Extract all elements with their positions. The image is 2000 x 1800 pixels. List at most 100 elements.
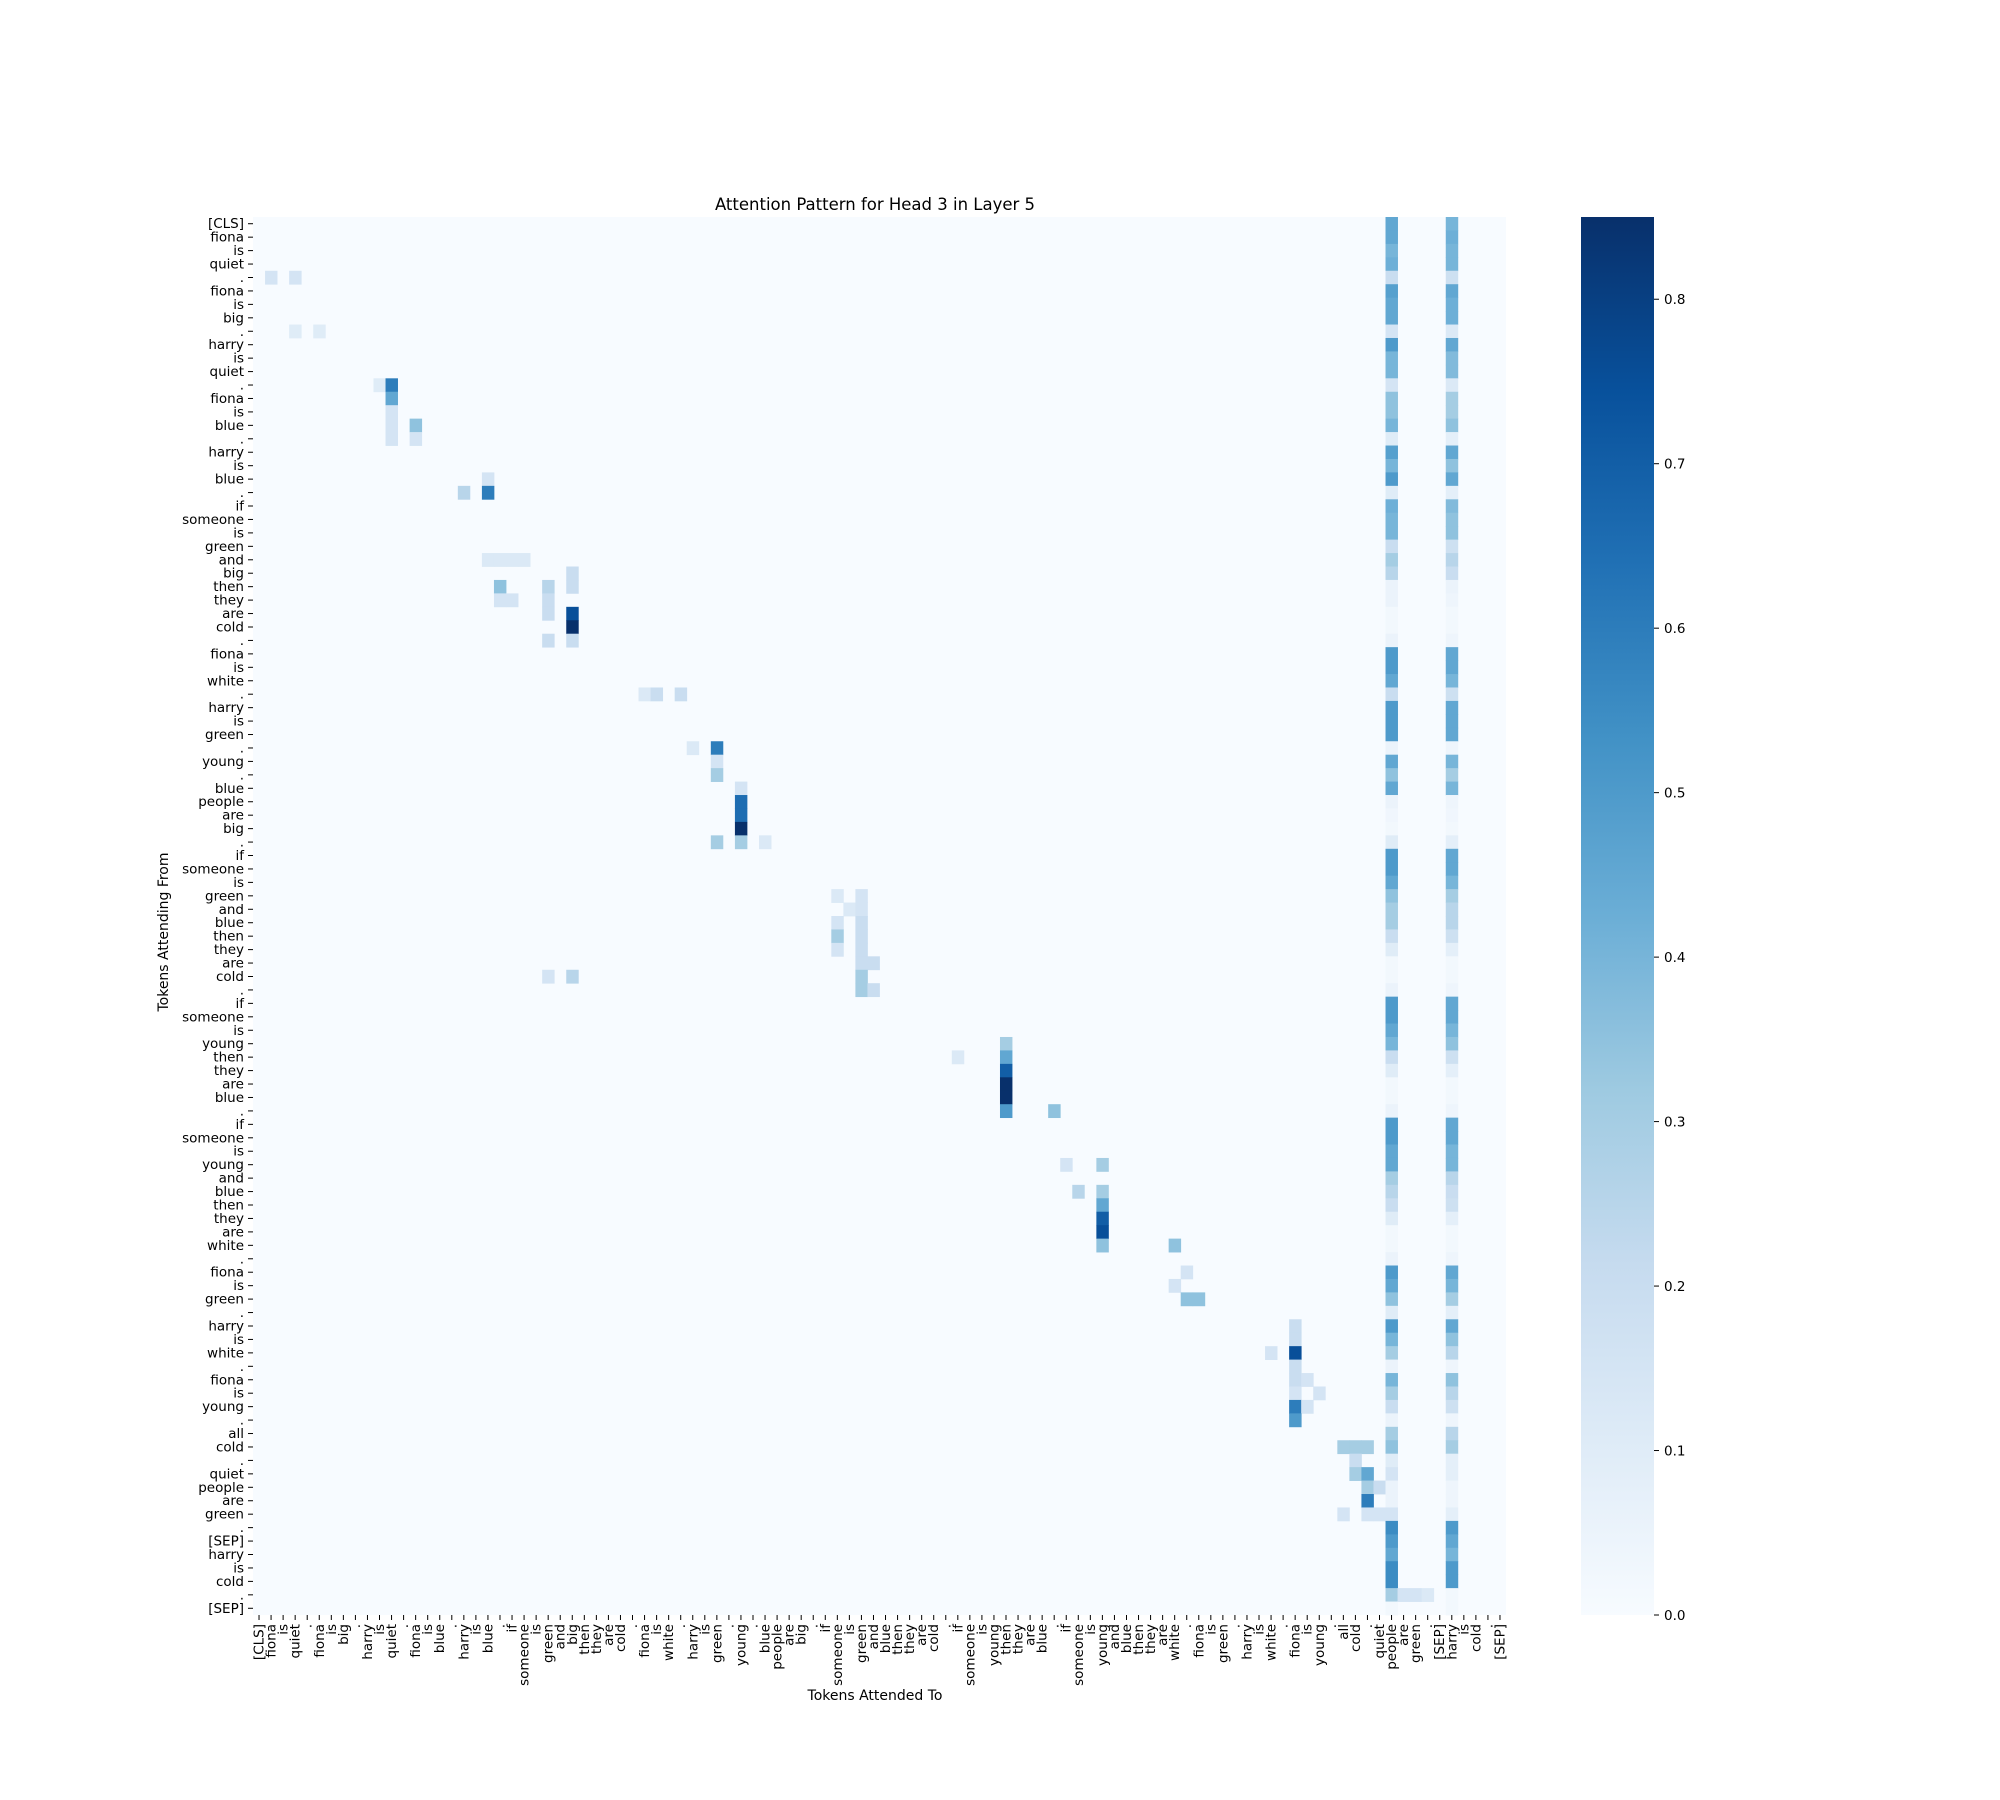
heatmap-cell bbox=[1385, 674, 1398, 688]
x-tick-label: . bbox=[938, 1624, 954, 1628]
y-tick-label: . bbox=[240, 1103, 244, 1119]
y-tick-label: green bbox=[205, 1507, 244, 1523]
y-tick-label: is bbox=[233, 1144, 244, 1160]
heatmap-cell bbox=[1385, 351, 1398, 366]
heatmap-cell bbox=[1445, 566, 1459, 581]
heatmap-cell bbox=[1385, 217, 1398, 231]
x-tick-label: . bbox=[1047, 1624, 1063, 1628]
heatmap-cell bbox=[1445, 983, 1459, 998]
y-tick-label: and bbox=[219, 1171, 244, 1187]
heatmap-cell bbox=[1361, 1440, 1374, 1455]
y-tick-label: green bbox=[205, 539, 244, 555]
heatmap-cell bbox=[831, 929, 844, 944]
x-tick-label: all bbox=[1336, 1624, 1352, 1640]
heatmap-cell bbox=[1445, 337, 1459, 352]
heatmap-cell bbox=[855, 902, 868, 917]
heatmap-cell bbox=[1180, 1265, 1194, 1280]
heatmap-cell bbox=[759, 835, 772, 850]
heatmap-cell bbox=[1445, 1184, 1459, 1199]
heatmap-cell bbox=[1445, 620, 1459, 635]
heatmap-cell bbox=[734, 835, 748, 850]
heatmap-cell bbox=[1445, 1265, 1459, 1280]
colorbar-tick-label: 0.5 bbox=[1664, 786, 1685, 802]
y-tick-label: . bbox=[240, 1453, 244, 1469]
heatmap-cell bbox=[1168, 1278, 1182, 1293]
heatmap-cell bbox=[1385, 1023, 1398, 1038]
heatmap-cell bbox=[409, 432, 423, 446]
heatmap-cell bbox=[1385, 606, 1398, 621]
x-tick-label: fiona bbox=[408, 1624, 424, 1658]
heatmap-cell bbox=[265, 270, 278, 285]
heatmap-cell bbox=[1301, 1399, 1314, 1414]
heatmap-cell bbox=[1385, 324, 1398, 339]
y-tick-label: is bbox=[233, 404, 244, 420]
x-tick-label: and bbox=[866, 1624, 882, 1649]
x-tick-label: people bbox=[770, 1624, 786, 1670]
x-tick-label: blue bbox=[878, 1624, 894, 1653]
heatmap-cell bbox=[1385, 1077, 1398, 1092]
y-tick-label: are bbox=[222, 606, 244, 622]
y-tick-label: is bbox=[233, 660, 244, 676]
heatmap-cell bbox=[1445, 875, 1459, 890]
heatmap-cell bbox=[1385, 1211, 1398, 1226]
x-tick-label: is bbox=[324, 1624, 340, 1635]
heatmap-cell bbox=[1361, 1467, 1374, 1481]
heatmap-cell bbox=[1385, 257, 1398, 272]
heatmap-cell bbox=[1445, 1144, 1459, 1159]
heatmap-cell bbox=[1289, 1332, 1302, 1347]
y-tick-label: young bbox=[202, 754, 244, 770]
heatmap-cell bbox=[1385, 1117, 1398, 1132]
heatmap-cell bbox=[1445, 1050, 1459, 1065]
x-tick-label: . bbox=[1360, 1624, 1376, 1628]
y-tick-label: . bbox=[240, 633, 244, 649]
heatmap-cell bbox=[1385, 821, 1398, 836]
y-tick-label: . bbox=[240, 485, 244, 501]
heatmap-cell bbox=[1445, 1036, 1459, 1051]
y-tick-label: . bbox=[240, 767, 244, 783]
heatmap-cell bbox=[1385, 768, 1398, 782]
x-tick-label: young bbox=[1312, 1624, 1328, 1666]
colorbar-tick-label: 0.1 bbox=[1664, 1444, 1685, 1460]
heatmap-cell bbox=[1445, 553, 1459, 567]
x-tick-label: harry bbox=[456, 1624, 472, 1660]
colorbar-ticks: 0.0 0.1 0.2 0.3 0.4 0.5 0.6 0.7 0.8 bbox=[1654, 292, 1685, 1624]
heatmap-cell bbox=[1385, 1063, 1398, 1078]
heatmap-cell bbox=[1385, 378, 1398, 393]
heatmap-cell bbox=[542, 633, 555, 648]
heatmap-cell bbox=[1445, 499, 1459, 514]
heatmap-cell bbox=[855, 969, 868, 984]
heatmap-cell bbox=[1445, 1104, 1459, 1119]
heatmap-cell bbox=[855, 956, 868, 971]
heatmap-cell bbox=[1060, 1157, 1073, 1172]
heatmap-cell bbox=[1445, 1494, 1459, 1508]
y-axis-label: Tokens Attending From bbox=[156, 852, 172, 1012]
y-axis-ticks: [CLS]fionaisquiet.fionaisbig.harryisquie… bbox=[182, 216, 253, 1617]
heatmap-cell bbox=[1385, 1319, 1398, 1334]
y-tick-label: harry bbox=[208, 1318, 244, 1334]
heatmap-cell bbox=[1385, 633, 1398, 648]
heatmap-cell bbox=[1385, 795, 1398, 809]
heatmap-cell bbox=[1445, 862, 1459, 877]
heatmap-cell bbox=[1385, 1534, 1398, 1549]
x-tick-label: blue bbox=[1119, 1624, 1135, 1653]
heatmap-cell bbox=[831, 942, 844, 957]
x-tick-label: harry bbox=[1239, 1624, 1255, 1660]
heatmap-cell bbox=[999, 1050, 1013, 1065]
heatmap-cell bbox=[1385, 1480, 1398, 1495]
x-tick-label: blue bbox=[758, 1624, 774, 1653]
x-tick-label: are bbox=[601, 1624, 617, 1646]
heatmap-cell bbox=[1289, 1399, 1302, 1414]
heatmap-cell bbox=[1168, 1238, 1182, 1253]
heatmap-cell bbox=[1385, 1225, 1398, 1240]
heatmap-cell bbox=[1445, 781, 1459, 796]
heatmap-cell bbox=[1445, 526, 1459, 541]
heatmap-cell bbox=[289, 270, 302, 285]
y-tick-label: blue bbox=[215, 781, 244, 797]
heatmap-cell bbox=[566, 579, 579, 594]
x-tick-label: green bbox=[541, 1624, 557, 1663]
heatmap-cell bbox=[1289, 1359, 1302, 1374]
heatmap-cell bbox=[1385, 1574, 1398, 1589]
x-tick-label: someone bbox=[517, 1624, 533, 1686]
heatmap-cell bbox=[1289, 1346, 1302, 1360]
heatmap-cell bbox=[1445, 1090, 1459, 1105]
